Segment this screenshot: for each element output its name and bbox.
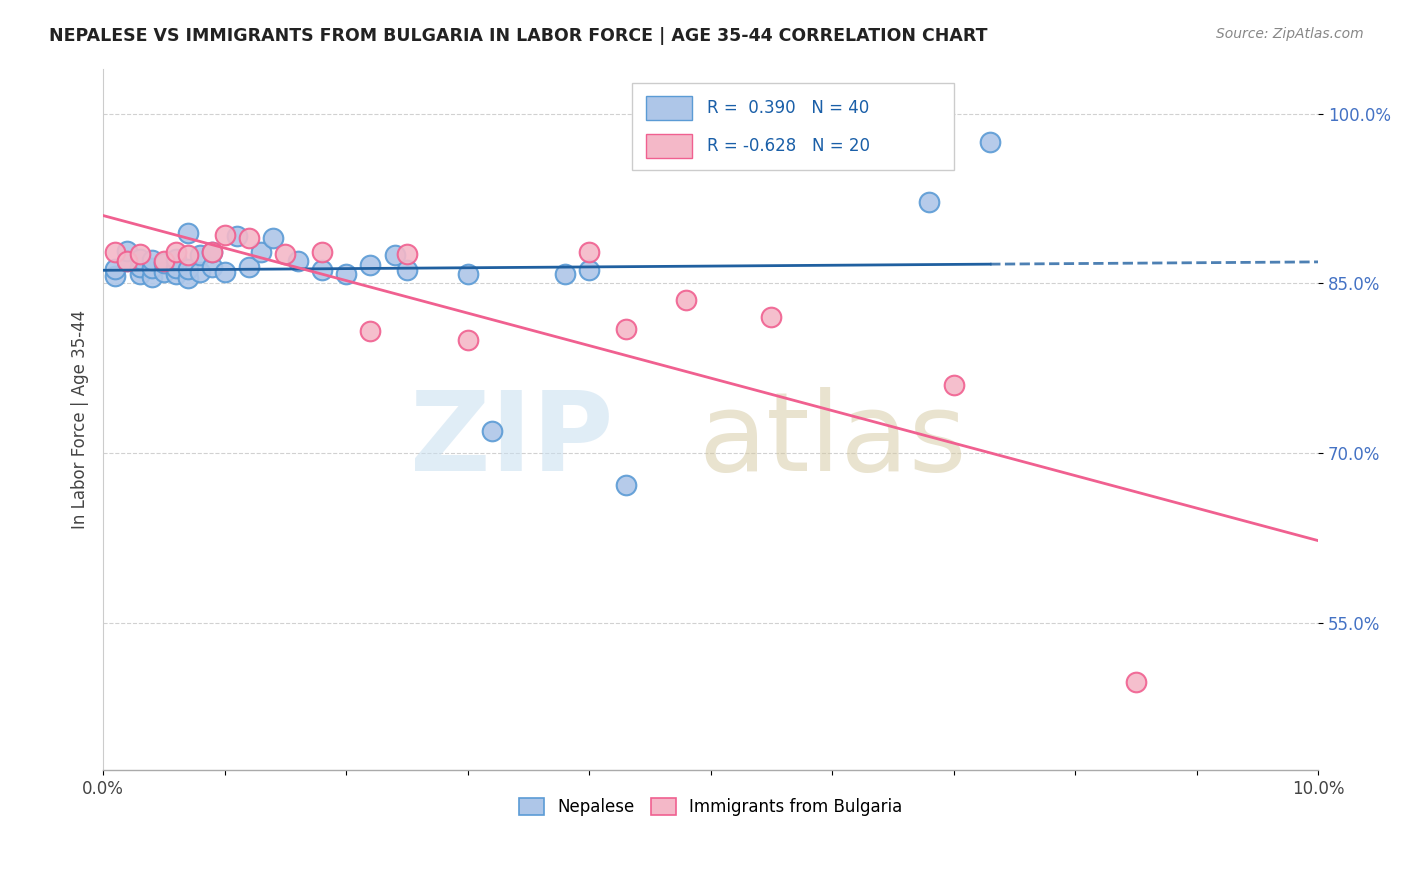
Point bbox=[238, 260, 260, 274]
Legend: Nepalese, Immigrants from Bulgaria: Nepalese, Immigrants from Bulgaria bbox=[510, 790, 911, 825]
Text: ZIP: ZIP bbox=[411, 387, 613, 494]
Text: Source: ZipAtlas.com: Source: ZipAtlas.com bbox=[1216, 27, 1364, 41]
Point bbox=[153, 265, 176, 279]
Text: atlas: atlas bbox=[697, 387, 966, 494]
Point bbox=[177, 226, 200, 240]
Point bbox=[128, 260, 150, 274]
Point bbox=[578, 263, 600, 277]
Point bbox=[104, 244, 127, 259]
FancyBboxPatch shape bbox=[647, 134, 693, 158]
Point bbox=[141, 252, 163, 267]
Point bbox=[141, 260, 163, 275]
Point bbox=[117, 244, 139, 258]
Point bbox=[117, 253, 139, 268]
Point bbox=[153, 256, 176, 270]
Text: NEPALESE VS IMMIGRANTS FROM BULGARIA IN LABOR FORCE | AGE 35-44 CORRELATION CHAR: NEPALESE VS IMMIGRANTS FROM BULGARIA IN … bbox=[49, 27, 987, 45]
Point bbox=[104, 261, 127, 276]
Point bbox=[165, 268, 187, 282]
Point bbox=[262, 231, 284, 245]
Point bbox=[395, 247, 418, 261]
FancyBboxPatch shape bbox=[631, 83, 953, 170]
Point bbox=[761, 310, 783, 325]
Point bbox=[614, 478, 637, 492]
Point bbox=[214, 227, 236, 242]
Point bbox=[128, 252, 150, 266]
Point bbox=[359, 324, 381, 338]
Point bbox=[104, 268, 127, 283]
Point bbox=[153, 253, 176, 268]
Point bbox=[1125, 674, 1147, 689]
Point bbox=[225, 229, 247, 244]
Point bbox=[177, 270, 200, 285]
Point bbox=[481, 424, 503, 438]
Point bbox=[384, 248, 406, 262]
Y-axis label: In Labor Force | Age 35-44: In Labor Force | Age 35-44 bbox=[72, 310, 89, 529]
Point bbox=[201, 244, 224, 259]
Text: R =  0.390   N = 40: R = 0.390 N = 40 bbox=[707, 99, 869, 117]
Point bbox=[165, 260, 187, 275]
Point bbox=[188, 248, 211, 262]
Point bbox=[287, 253, 309, 268]
Point bbox=[117, 253, 139, 268]
Point bbox=[177, 261, 200, 276]
Point bbox=[979, 135, 1001, 149]
Point bbox=[201, 244, 224, 259]
Point bbox=[188, 265, 211, 279]
Point bbox=[614, 322, 637, 336]
Point bbox=[359, 259, 381, 273]
Point bbox=[128, 247, 150, 261]
Point bbox=[274, 247, 297, 261]
Point bbox=[395, 263, 418, 277]
Point bbox=[554, 268, 576, 282]
Point bbox=[128, 268, 150, 282]
Point bbox=[457, 268, 479, 282]
Point bbox=[141, 269, 163, 284]
Point bbox=[918, 194, 941, 209]
Point bbox=[311, 263, 333, 277]
Point bbox=[238, 231, 260, 245]
Point bbox=[165, 252, 187, 266]
Point bbox=[250, 244, 273, 259]
Point bbox=[942, 378, 965, 392]
Point bbox=[335, 268, 357, 282]
Point bbox=[457, 333, 479, 347]
Point bbox=[165, 244, 187, 259]
Point bbox=[177, 248, 200, 262]
Point bbox=[311, 244, 333, 259]
Point bbox=[675, 293, 697, 308]
Point bbox=[578, 244, 600, 259]
Point bbox=[201, 260, 224, 274]
Point bbox=[214, 265, 236, 279]
FancyBboxPatch shape bbox=[647, 95, 693, 120]
Text: R = -0.628   N = 20: R = -0.628 N = 20 bbox=[707, 136, 870, 154]
